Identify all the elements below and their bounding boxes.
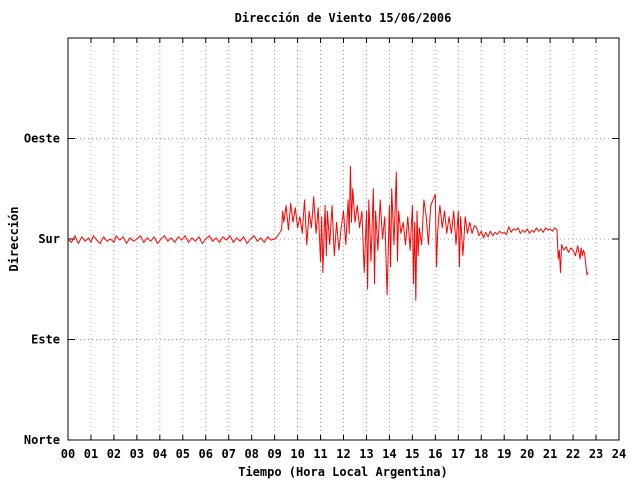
x-tick-label: 13	[359, 447, 373, 461]
x-tick-label: 23	[589, 447, 603, 461]
series-layer	[67, 165, 589, 301]
x-tick-labels: 00 01 02 03 04 05 06 07 08 09 10 11 12 13 14 15 16 17 18 19…	[61, 447, 626, 461]
x-tick-label: 07	[221, 447, 235, 461]
x-tick-label: 05	[176, 447, 190, 461]
grid	[68, 38, 619, 440]
x-tick-label: 10	[290, 447, 304, 461]
ticks	[67, 38, 620, 441]
x-tick-label: 11	[313, 447, 327, 461]
x-tick-label: 15	[405, 447, 419, 461]
x-tick-label: 19	[497, 447, 511, 461]
x-tick-label: 03	[130, 447, 144, 461]
x-tick-label: 18	[474, 447, 488, 461]
y-tick-label: Norte	[24, 433, 60, 447]
x-tick-label: 21	[543, 447, 557, 461]
x-tick-label: 04	[153, 447, 167, 461]
y-axis-label: Dirección	[7, 206, 21, 271]
x-tick-label: 00	[61, 447, 75, 461]
x-tick-label: 09	[267, 447, 281, 461]
y-tick-label: Sur	[38, 232, 60, 246]
x-tick-label: 08	[244, 447, 258, 461]
y-tick-labels: Norte Este Sur Oeste	[24, 132, 60, 448]
y-tick-label: Oeste	[24, 132, 60, 146]
x-tick-label: 24	[612, 447, 626, 461]
x-axis-label: Tiempo (Hora Local Argentina)	[238, 465, 448, 479]
x-tick-label: 12	[336, 447, 350, 461]
x-tick-label: 20	[520, 447, 534, 461]
y-tick-label: Este	[31, 333, 60, 347]
x-tick-label: 16	[428, 447, 442, 461]
x-tick-label: 06	[199, 447, 213, 461]
x-tick-label: 17	[451, 447, 465, 461]
x-tick-label: 02	[107, 447, 121, 461]
chart-title: Dirección de Viento 15/06/2006	[235, 11, 452, 25]
x-tick-label: 01	[84, 447, 98, 461]
x-tick-label: 22	[566, 447, 580, 461]
x-tick-label: 14	[382, 447, 396, 461]
series-line-wind-direction	[67, 165, 589, 301]
